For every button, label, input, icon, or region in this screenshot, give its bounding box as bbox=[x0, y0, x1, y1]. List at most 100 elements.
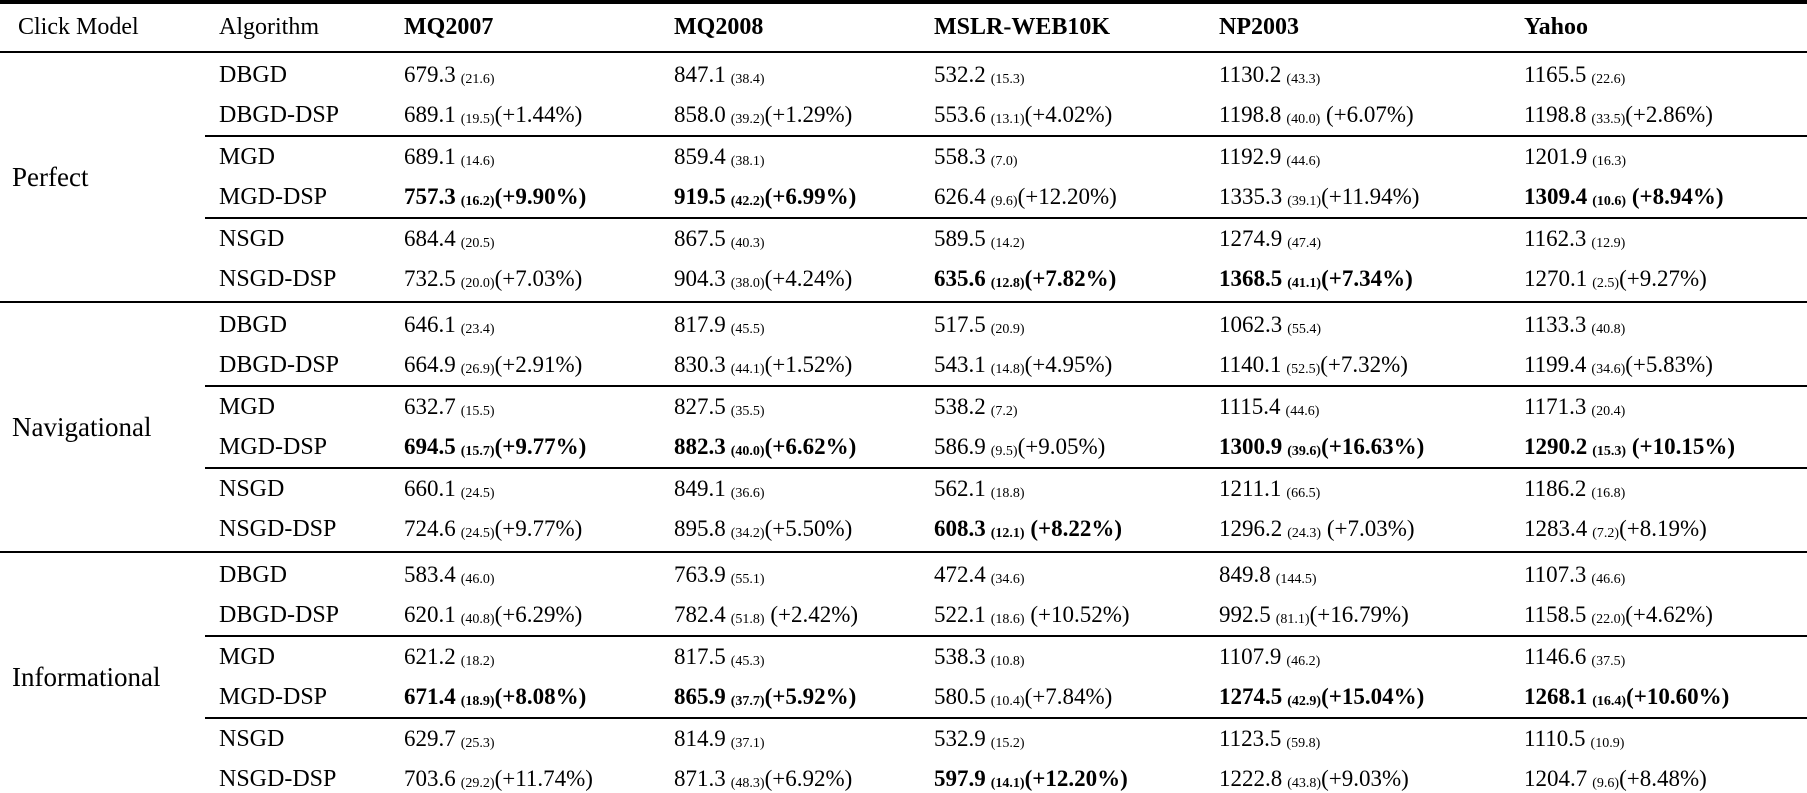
result-cell: 608.3 (12.1) (+8.22%) bbox=[920, 516, 1205, 542]
result-value: 1368.5 bbox=[1219, 266, 1283, 291]
result-std: (7.2) bbox=[990, 404, 1018, 419]
result-cell: 867.5 (40.3) bbox=[660, 226, 920, 252]
header-mq2007: MQ2007 bbox=[404, 14, 494, 40]
result-std: (20.4) bbox=[1591, 404, 1626, 419]
result-cell: 689.1 (19.5)(+1.44%) bbox=[390, 102, 660, 128]
result-gain: (+6.99%) bbox=[764, 184, 857, 209]
result-value: 1130.2 bbox=[1219, 62, 1282, 87]
section-rows: DBGD 679.3 (21.6) 847.1 (38.4) 532.2 (15.3) 113… bbox=[205, 53, 1807, 301]
result-value: 694.5 bbox=[404, 434, 456, 459]
result-std: (59.8) bbox=[1286, 736, 1321, 751]
result-gain: (+1.52%) bbox=[764, 352, 853, 377]
result-value: 589.5 bbox=[934, 226, 986, 251]
result-value: 1201.9 bbox=[1524, 144, 1588, 169]
result-value: 558.3 bbox=[934, 144, 986, 169]
result-cell: 849.1 (36.6) bbox=[660, 476, 920, 502]
result-cell: 558.3 (7.0) bbox=[920, 144, 1205, 170]
result-gain: (+12.20%) bbox=[1024, 766, 1128, 791]
result-cell: 1198.8 (40.0) (+6.07%) bbox=[1205, 102, 1510, 128]
result-cell: 532.9 (15.2) bbox=[920, 726, 1205, 752]
algorithm-label: NSGD bbox=[219, 725, 285, 752]
result-cell: 689.1 (14.6) bbox=[390, 144, 660, 170]
result-std: (20.9) bbox=[990, 322, 1025, 337]
result-std: (37.7) bbox=[730, 694, 765, 709]
result-value: 1204.7 bbox=[1524, 766, 1588, 791]
result-cell: 1270.1 (2.5)(+9.27%) bbox=[1510, 266, 1807, 292]
algorithm-label: NSGD-DSP bbox=[219, 765, 337, 792]
result-gain: (+12.20%) bbox=[1017, 184, 1117, 209]
result-cell: 646.1 (23.4) bbox=[390, 312, 660, 338]
result-gain: (+6.29%) bbox=[494, 602, 583, 627]
result-value: 517.5 bbox=[934, 312, 986, 337]
result-value: 608.3 bbox=[934, 516, 986, 541]
result-value: 635.6 bbox=[934, 266, 986, 291]
result-std: (10.4) bbox=[990, 694, 1025, 709]
result-value: 1115.4 bbox=[1219, 394, 1281, 419]
result-cell: 763.9 (55.1) bbox=[660, 562, 920, 588]
result-gain: (+4.62%) bbox=[1625, 602, 1713, 627]
result-std: (9.6) bbox=[990, 194, 1018, 209]
result-std: (16.2) bbox=[460, 194, 495, 209]
result-value: 583.4 bbox=[404, 562, 456, 587]
result-cell: 1199.4 (34.6)(+5.83%) bbox=[1510, 352, 1807, 378]
result-cell: 1204.7 (9.6)(+8.48%) bbox=[1510, 766, 1807, 792]
algorithm-label: MGD bbox=[219, 143, 276, 170]
result-cell: 1192.9 (44.6) bbox=[1205, 144, 1510, 170]
result-gain: (+8.08%) bbox=[494, 684, 587, 709]
result-value: 1107.9 bbox=[1219, 644, 1282, 669]
result-value: 620.1 bbox=[404, 602, 456, 627]
algorithm-label: DBGD-DSP bbox=[219, 101, 340, 128]
result-std: (33.5) bbox=[1591, 112, 1626, 127]
result-gain: (+10.52%) bbox=[1024, 602, 1130, 627]
result-cell: 757.3 (16.2)(+9.90%) bbox=[390, 184, 660, 210]
result-value: 703.6 bbox=[404, 766, 456, 791]
result-std: (34.2) bbox=[730, 526, 765, 541]
result-std: (21.6) bbox=[460, 72, 495, 87]
result-gain: (+8.22%) bbox=[1024, 516, 1123, 541]
result-std: (20.5) bbox=[460, 236, 495, 251]
algorithm-label: NSGD-DSP bbox=[219, 265, 337, 292]
result-cell: 621.2 (18.2) bbox=[390, 644, 660, 670]
result-std: (42.9) bbox=[1287, 694, 1322, 709]
result-gain: (+6.62%) bbox=[764, 434, 857, 459]
result-cell: 1107.3 (46.6) bbox=[1510, 562, 1807, 588]
result-value: 1270.1 bbox=[1524, 266, 1588, 291]
result-std: (37.1) bbox=[730, 736, 765, 751]
result-value: 632.7 bbox=[404, 394, 456, 419]
result-cell: 1296.2 (24.3) (+7.03%) bbox=[1205, 516, 1510, 542]
header-mslr-web10k: MSLR-WEB10K bbox=[934, 14, 1111, 40]
result-std: (51.8) bbox=[730, 612, 765, 627]
result-gain: (+1.44%) bbox=[494, 102, 583, 127]
result-std: (15.2) bbox=[990, 736, 1025, 751]
result-std: (12.9) bbox=[1591, 236, 1626, 251]
result-value: 1222.8 bbox=[1219, 766, 1283, 791]
algorithm-label: DBGD bbox=[219, 61, 288, 88]
result-gain: (+7.03%) bbox=[494, 266, 583, 291]
result-cell: 522.1 (18.6) (+10.52%) bbox=[920, 602, 1205, 628]
result-value: 895.8 bbox=[674, 516, 726, 541]
result-std: (34.6) bbox=[990, 572, 1025, 587]
result-std: (23.4) bbox=[460, 322, 495, 337]
result-value: 1274.5 bbox=[1219, 684, 1283, 709]
result-std: (66.5) bbox=[1286, 486, 1321, 501]
result-value: 626.4 bbox=[934, 184, 986, 209]
result-std: (16.4) bbox=[1592, 694, 1627, 709]
result-value: 538.2 bbox=[934, 394, 986, 419]
result-cell: 538.3 (10.8) bbox=[920, 644, 1205, 670]
result-std: (10.8) bbox=[990, 654, 1025, 669]
header-yahoo: Yahoo bbox=[1524, 14, 1589, 40]
result-gain: (+9.77%) bbox=[494, 516, 583, 541]
table-row: DBGD 583.4 (46.0) 763.9 (55.1) 472.4 (34.6) 849… bbox=[205, 555, 1807, 595]
result-std: (46.0) bbox=[460, 572, 495, 587]
result-cell: 1335.3 (39.1)(+11.94%) bbox=[1205, 184, 1510, 210]
result-std: (12.1) bbox=[990, 526, 1025, 541]
result-value: 757.3 bbox=[404, 184, 456, 209]
result-std: (40.8) bbox=[460, 612, 495, 627]
result-cell: 1198.8 (33.5)(+2.86%) bbox=[1510, 102, 1807, 128]
result-cell: 847.1 (38.4) bbox=[660, 62, 920, 88]
algorithm-label: NSGD bbox=[219, 225, 285, 252]
result-cell: 1158.5 (22.0)(+4.62%) bbox=[1510, 602, 1807, 628]
result-std: (16.3) bbox=[1592, 154, 1627, 169]
result-gain: (+10.15%) bbox=[1626, 434, 1736, 459]
result-value: 532.9 bbox=[934, 726, 986, 751]
